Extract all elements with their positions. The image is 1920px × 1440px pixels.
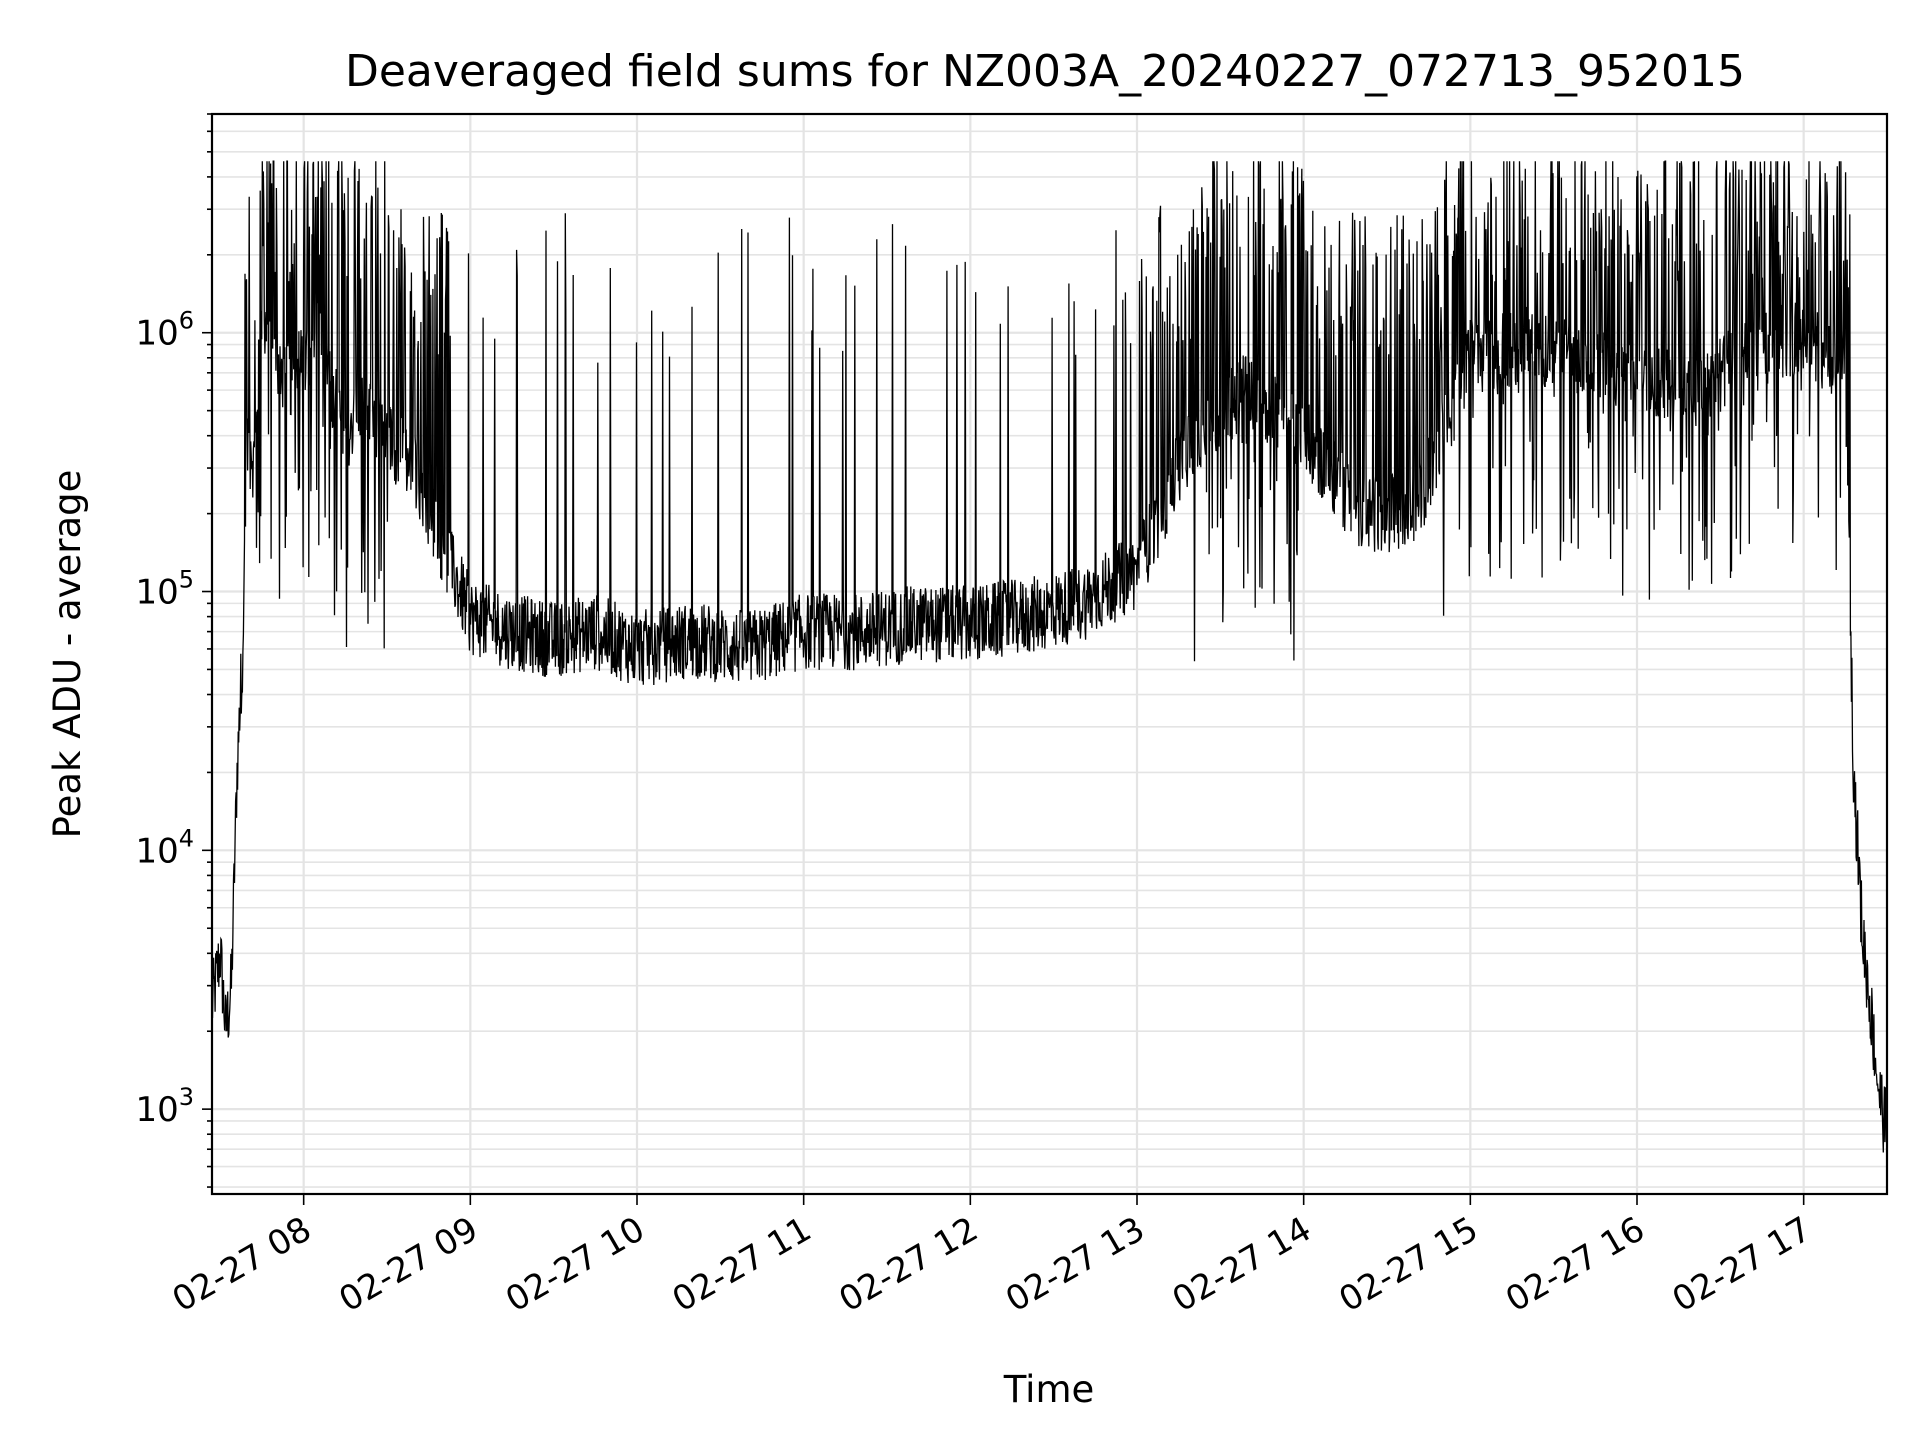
- y-tick-exponent: 4: [179, 824, 194, 852]
- y-tick-exponent: 3: [179, 1083, 194, 1111]
- y-tick-exponent: 6: [179, 307, 194, 335]
- y-tick-base: 10: [135, 314, 178, 354]
- y-tick-base: 10: [135, 573, 178, 613]
- x-tick-label: 02-27 10: [499, 1209, 651, 1320]
- chart-title: Deaveraged field sums for NZ003A_2024022…: [345, 46, 1745, 97]
- x-axis-label: Time: [1003, 1368, 1095, 1411]
- x-tick-label: 02-27 11: [666, 1209, 818, 1320]
- x-axis: 02-27 08 02-27 09 02-27 10 02-27 11 02-27 12…: [166, 1194, 1818, 1320]
- y-tick-label: 103: [135, 1083, 194, 1130]
- y-tick-label: 104: [135, 824, 194, 871]
- x-tick-label: 02-27 09: [332, 1209, 484, 1320]
- x-tick-label: 02-27 16: [1499, 1209, 1651, 1320]
- x-tick-label: 02-27 13: [999, 1209, 1151, 1320]
- y-tick-base: 10: [135, 1090, 178, 1130]
- plot-frame: [210, 112, 1889, 1196]
- y-axis-label: Peak ADU - average: [46, 470, 89, 839]
- x-tick-label: 02-27 12: [832, 1209, 984, 1320]
- y-tick-label: 105: [135, 566, 194, 613]
- series-line: [211, 160, 1888, 1154]
- y-tick-label: 106: [135, 307, 194, 354]
- x-tick-label: 02-27 08: [166, 1209, 318, 1320]
- y-tick-base: 10: [135, 831, 178, 871]
- y-tick-exponent: 5: [179, 566, 194, 594]
- x-tick-label: 02-27 15: [1332, 1209, 1484, 1320]
- x-tick-label: 02-27 14: [1166, 1209, 1318, 1320]
- plot-area: [211, 160, 1888, 1154]
- x-tick-label: 02-27 17: [1666, 1209, 1818, 1320]
